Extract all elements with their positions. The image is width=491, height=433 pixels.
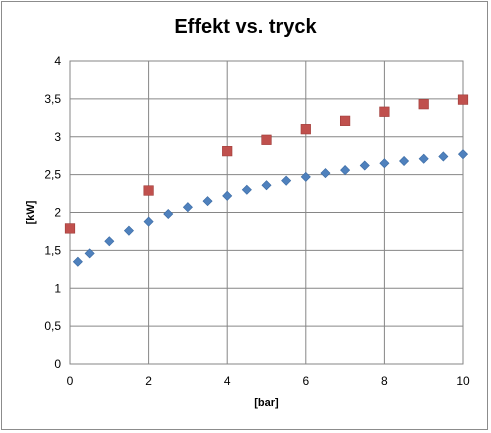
x-tick-label: 2 (145, 374, 152, 388)
y-tick-label: 2 (54, 206, 61, 220)
data-point-diamond (143, 216, 154, 227)
data-point-square (418, 99, 429, 110)
data-point-diamond (182, 202, 193, 213)
data-point-diamond (261, 180, 272, 191)
x-tick-label: 10 (456, 374, 470, 388)
data-point-diamond (222, 190, 233, 201)
x-tick-label: 0 (67, 374, 74, 388)
data-point-diamond (300, 171, 311, 182)
x-axis-title: [bar] (254, 397, 279, 409)
y-tick-label: 3,5 (44, 92, 61, 106)
x-tick-labels: 0 2 4 6 8 10 (67, 374, 470, 388)
y-tick-label: 2,5 (44, 168, 61, 182)
data-point-diamond (418, 153, 429, 164)
grid-lines (69, 60, 464, 365)
data-point-square (300, 124, 311, 135)
y-tick-label: 3 (54, 130, 61, 144)
y-axis-title: [kW] (25, 200, 37, 224)
chart-title: Effekt vs. tryck (174, 16, 317, 38)
x-tick-label: 4 (224, 374, 231, 388)
data-point-diamond (457, 149, 469, 160)
data-point-diamond (379, 158, 390, 169)
data-point-diamond (241, 184, 252, 195)
data-point-square (339, 115, 351, 126)
data-point-diamond (84, 248, 95, 259)
data-point-square (143, 185, 154, 196)
y-tick-label: 1,5 (44, 243, 61, 257)
data-point-square (457, 94, 469, 105)
y-tick-label: 0,5 (44, 319, 61, 333)
data-point-square (222, 146, 233, 157)
data-point-square (64, 223, 76, 234)
data-point-square (261, 134, 272, 145)
data-points (64, 94, 469, 267)
data-point-square (379, 106, 390, 117)
data-point-diamond (320, 168, 331, 179)
plot-area (69, 60, 464, 365)
y-tick-label: 1 (54, 281, 61, 295)
x-tick-label: 6 (302, 374, 309, 388)
y-tick-label: 4 (54, 54, 61, 68)
y-tick-label: 0 (54, 357, 61, 371)
data-point-diamond (72, 256, 83, 267)
data-point-diamond (281, 175, 292, 186)
data-point-diamond (438, 151, 449, 162)
y-tick-labels: 0 0,5 1 1,5 2 2,5 3 3,5 4 (44, 54, 61, 371)
data-point-diamond (123, 225, 134, 236)
data-point-diamond (163, 208, 174, 220)
data-point-diamond (359, 160, 370, 171)
plot-border (69, 60, 464, 365)
data-point-diamond (340, 165, 351, 176)
data-point-diamond (104, 236, 115, 247)
data-point-diamond (202, 196, 213, 207)
data-point-diamond (399, 155, 410, 167)
x-tick-label: 8 (381, 374, 388, 388)
